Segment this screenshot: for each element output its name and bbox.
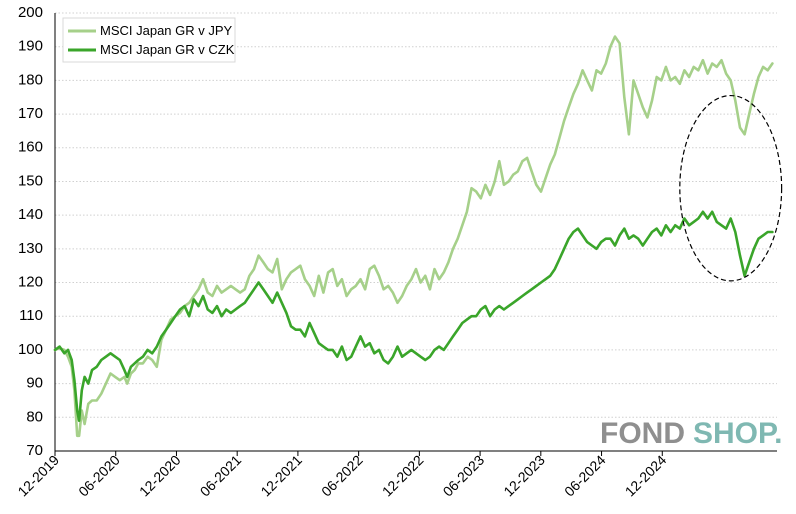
y-tick-label-140: 140 [18,206,43,223]
x-tick-label-3: 06-2021 [197,452,245,500]
y-tick-label-160: 160 [18,139,43,156]
y-axis-ticks: 70 80 90 100 110 120 130 140 150 160 170 180 190 200 [18,4,43,459]
legend-label-czk: MSCI Japan GR v CZK [100,42,235,57]
y-tick-label-180: 180 [18,71,43,88]
x-tick-label-2: 12-2020 [136,452,184,500]
axes [54,13,777,452]
y-tick-label-100: 100 [18,341,43,358]
legend-box [62,17,236,63]
y-tick-label-150: 150 [18,172,43,189]
x-tick-label-6: 12-2022 [379,452,427,500]
watermark-shop: SHOP [693,417,777,450]
y-tick-label-190: 190 [18,38,43,55]
series-lines [53,35,774,438]
x-tick-label-7: 06-2023 [440,452,488,500]
annotations [679,94,783,282]
y-tick-label-80: 80 [26,408,43,425]
legend: MSCI Japan GR v JPY MSCI Japan GR v CZK [62,17,236,63]
annotation-ellipse-0 [679,94,783,282]
watermark-dot: . [774,417,782,450]
series-line-1 [53,210,774,422]
x-tick-label-4: 12-2021 [257,452,305,500]
watermark-text: FOND SHOP. [600,417,783,450]
watermark-fond: FOND [600,417,685,450]
y-tick-label-170: 170 [18,105,43,122]
x-tick-label-8: 12-2023 [500,452,548,500]
x-axis-ticks: 12-2019 06-2020 12-2020 06-2021 12-2021 06-20… [14,451,670,500]
y-tick-label-120: 120 [18,274,43,291]
y-tick-label-130: 130 [18,240,43,257]
y-tick-label-90: 90 [26,375,43,392]
x-tick-label-9: 06-2024 [561,452,609,500]
y-tick-label-110: 110 [19,307,43,324]
y-tick-label-200: 200 [18,4,43,21]
x-tick-label-5: 06-2022 [318,452,366,500]
x-tick-label-10: 12-2024 [622,452,670,500]
legend-label-jpy: MSCI Japan GR v JPY [100,23,233,38]
series-line-0 [53,35,774,438]
y-tick-label-70: 70 [26,442,43,459]
x-tick-label-1: 06-2020 [75,452,123,500]
fondshop-watermark: FOND SHOP. [600,417,783,450]
